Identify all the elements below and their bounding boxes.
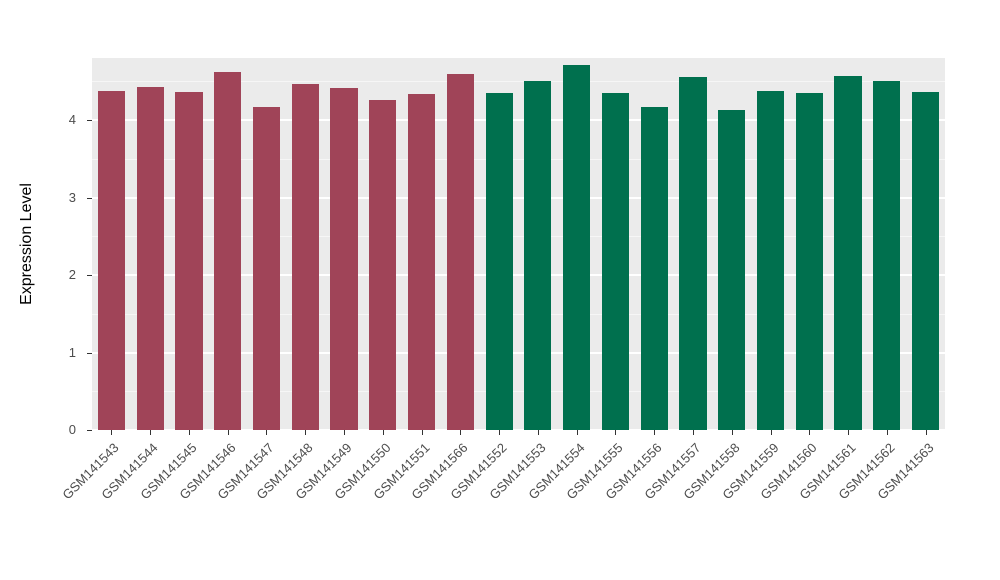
- bar-GSM141555: [601, 92, 629, 430]
- x-tick-mark: [654, 430, 656, 435]
- gridline-minor: [92, 81, 945, 83]
- bar-GSM141566: [446, 74, 474, 430]
- y-tick-mark: [87, 352, 92, 354]
- x-tick-mark: [848, 430, 850, 435]
- y-tick-label: 4: [68, 112, 76, 127]
- x-tick-mark: [576, 430, 578, 435]
- bar-GSM141562: [873, 81, 901, 430]
- gridline-major: [92, 119, 945, 121]
- bar-GSM141563: [912, 92, 940, 430]
- x-tick-mark: [305, 430, 307, 435]
- x-tick-mark: [150, 430, 152, 435]
- y-tick-mark: [87, 120, 92, 121]
- bar-GSM141543: [97, 90, 125, 430]
- bar-GSM141559: [756, 91, 785, 430]
- y-tick-label: 1: [68, 344, 76, 360]
- x-tick-mark: [770, 430, 772, 435]
- bar-GSM141547: [252, 106, 281, 430]
- gridline-minor: [92, 391, 945, 393]
- x-tick-mark: [111, 430, 113, 435]
- gridline-minor: [92, 313, 945, 315]
- bar-GSM141552: [485, 92, 513, 430]
- x-tick-mark: [809, 430, 811, 435]
- y-tick-label: 3: [68, 189, 76, 205]
- bar-GSM141556: [640, 106, 668, 430]
- bar-GSM141551: [407, 94, 436, 430]
- x-tick-mark: [344, 430, 346, 435]
- x-tick-mark: [886, 430, 888, 435]
- bar-GSM141554: [563, 64, 591, 430]
- bar-GSM141550: [369, 99, 397, 430]
- bar-GSM141545: [175, 92, 203, 430]
- x-axis: GSM141543 GSM141544 GSM141545 GSM141546 GSM1…: [60, 430, 945, 580]
- x-tick-mark: [421, 430, 423, 435]
- plot-panel: [92, 58, 945, 431]
- gridline-minor: [92, 236, 945, 238]
- x-tick-mark: [382, 430, 384, 435]
- bar-GSM141560: [795, 92, 823, 430]
- x-tick-mark: [188, 430, 190, 435]
- bar-GSM141558: [718, 109, 746, 430]
- bar-GSM141557: [679, 77, 707, 430]
- bar-GSM141544: [136, 87, 164, 430]
- y-axis: 0 1 2 3 4: [0, 58, 92, 437]
- gridline-major: [92, 429, 945, 431]
- x-tick-mark: [615, 430, 617, 435]
- gridline-major: [92, 274, 945, 276]
- x-tick-mark: [266, 430, 268, 435]
- bar-GSM141549: [330, 88, 358, 430]
- bar-GSM141561: [834, 75, 862, 430]
- y-tick-label: 0: [68, 422, 76, 437]
- y-tick-mark: [87, 430, 92, 431]
- bar-GSM141548: [291, 84, 319, 430]
- x-tick-mark: [499, 430, 501, 435]
- gridline-major: [92, 196, 945, 199]
- bar-GSM141553: [524, 81, 552, 430]
- gridline-major: [92, 351, 945, 354]
- y-tick-mark: [87, 197, 92, 199]
- y-tick-label: 2: [68, 267, 76, 282]
- x-tick-mark: [925, 430, 927, 435]
- gridline-minor: [92, 158, 945, 160]
- x-tick-mark: [692, 430, 694, 435]
- y-tick-mark: [87, 275, 92, 276]
- x-tick-mark: [731, 430, 733, 435]
- x-tick-mark: [537, 430, 539, 435]
- x-tick-mark: [227, 430, 229, 435]
- bar-GSM141546: [214, 71, 242, 430]
- x-tick-mark: [460, 430, 462, 435]
